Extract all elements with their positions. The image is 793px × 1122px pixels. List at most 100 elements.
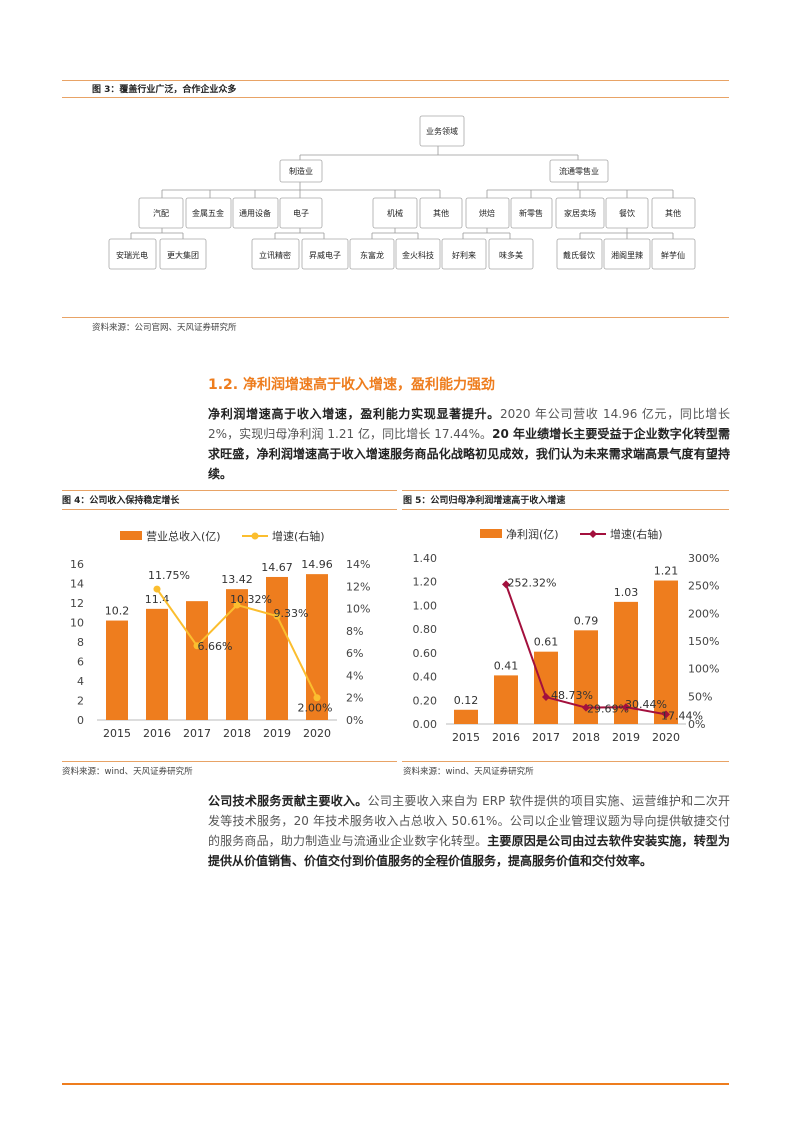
paragraph-services: 公司技术服务贡献主要收入。公司主要收入来自为 ERP 软件提供的项目实施、运营维… — [208, 791, 730, 871]
tree-connector — [161, 182, 441, 198]
growth-value-label: 11.75% — [148, 569, 190, 582]
node-industry: 金属五金 — [185, 197, 232, 229]
bar — [226, 589, 248, 720]
growth-value-label: 6.66% — [198, 640, 233, 653]
bar — [534, 651, 558, 724]
fig45-title-rule — [62, 509, 397, 510]
y-tick-label: 12 — [70, 597, 84, 610]
paragraph-emphasis: 主要原因是公司由过去软件安装实施，转型为提供从价值销售、价值交付到价值服务的全程… — [208, 834, 730, 868]
node-company: 立讯精密 — [251, 238, 300, 270]
bar-value-label: 0.41 — [494, 659, 519, 672]
growth-value-label: 30.44% — [625, 698, 667, 711]
x-tick-label: 2018 — [223, 727, 251, 740]
node-industry: 家居卖场 — [555, 197, 605, 229]
svg-text:好利来: 好利来 — [452, 250, 476, 260]
svg-text:电子: 电子 — [293, 208, 309, 218]
node-industry: 烘焙 — [465, 197, 510, 229]
y2-tick-label: 250% — [688, 580, 719, 593]
tree-connector — [462, 228, 511, 239]
paragraph-emphasis: 20 年业绩增长主要受益于企业数字化转型需求旺盛，净利润增速高于收入增速服务商品… — [208, 427, 730, 481]
node-company: 昇威电子 — [301, 238, 349, 270]
x-tick-label: 2020 — [652, 731, 680, 744]
y2-tick-label: 6% — [346, 647, 363, 660]
fig3-title-rule — [62, 97, 729, 98]
legend-line-marker — [589, 530, 597, 538]
fig3-bottom-rule — [62, 317, 729, 318]
growth-point — [233, 601, 241, 609]
svg-text:制造业: 制造业 — [289, 166, 313, 176]
node-company: 东富龙 — [349, 238, 395, 270]
svg-text:更大集团: 更大集团 — [167, 250, 199, 260]
svg-text:味多美: 味多美 — [499, 250, 523, 260]
node-industry: 通用设备 — [232, 197, 279, 229]
node-industry: 电子 — [279, 197, 323, 229]
fig4-source: 资料来源：wind、天风证券研究所 — [62, 767, 193, 777]
y2-tick-label: 0% — [688, 718, 705, 731]
y-tick-label: 1.00 — [413, 599, 438, 612]
bar — [494, 675, 518, 724]
y2-tick-label: 4% — [346, 669, 363, 682]
node-retail: 流通零售业 — [549, 159, 609, 183]
fig45-bottom-rule — [62, 761, 397, 762]
svg-text:家居卖场: 家居卖场 — [564, 208, 596, 218]
x-tick-label: 2016 — [143, 727, 171, 740]
footer-rule — [62, 1083, 729, 1085]
bar-value-label: 0.12 — [454, 694, 479, 707]
paragraph-profit: 净利润增速高于收入增速，盈利能力实现显著提升。2020 年公司营收 14.96 … — [208, 404, 730, 484]
node-company: 湘阁里辣 — [603, 238, 651, 270]
svg-text:昇威电子: 昇威电子 — [309, 250, 341, 260]
growth-value-label: 29.69% — [587, 703, 629, 716]
node-industry: 机械 — [372, 197, 418, 229]
fig45-top-rule — [62, 490, 397, 491]
bar — [266, 576, 288, 720]
svg-text:东富龙: 东富龙 — [360, 250, 384, 260]
bar-value-label: 0.61 — [534, 636, 559, 649]
growth-point — [153, 585, 161, 593]
growth-value-label: 48.73% — [551, 689, 593, 702]
y2-tick-label: 12% — [346, 580, 370, 593]
tree-connector — [130, 228, 184, 239]
paragraph-text: 2020 年公司营收 14.96 亿元，同比增长 2%，实现归母净利润 1.21… — [208, 407, 730, 441]
node-industry: 餐饮 — [605, 197, 649, 229]
paragraph-lead: 净利润增速高于收入增速，盈利能力实现显著提升。 — [208, 407, 500, 421]
node-industry: 其他 — [419, 197, 463, 229]
y-tick-label: 8 — [77, 636, 84, 649]
svg-text:业务领域: 业务领域 — [426, 126, 458, 136]
y-tick-label: 16 — [70, 558, 84, 571]
x-tick-label: 2017 — [183, 727, 211, 740]
y-tick-label: 0 — [77, 714, 84, 727]
growth-value-label: 17.44% — [661, 709, 703, 722]
svg-text:金火科技: 金火科技 — [402, 250, 434, 260]
x-tick-label: 2015 — [452, 731, 480, 744]
y2-tick-label: 150% — [688, 635, 719, 648]
node-company: 金火科技 — [395, 238, 441, 270]
svg-text:金属五金: 金属五金 — [192, 208, 224, 218]
svg-text:鲜芋仙: 鲜芋仙 — [661, 250, 685, 260]
fig3-top-rule — [62, 80, 729, 81]
y2-tick-label: 8% — [346, 625, 363, 638]
fig45-title-rule — [402, 509, 729, 510]
svg-text:立讯精密: 立讯精密 — [259, 250, 291, 260]
node-root: 业务领域 — [419, 115, 465, 147]
bar-value-label: 1.21 — [654, 565, 679, 578]
fig3-source: 资料来源：公司官网、天风证券研究所 — [92, 323, 237, 333]
tree-connector — [486, 182, 674, 198]
growth-value-label: 10.32% — [230, 593, 272, 606]
y2-tick-label: 100% — [688, 663, 719, 676]
paragraph-lead: 公司技术服务贡献主要收入。 — [208, 794, 368, 808]
x-tick-label: 2020 — [303, 727, 331, 740]
node-company: 鲜芋仙 — [651, 238, 696, 270]
y-tick-label: 2 — [77, 695, 84, 708]
y2-tick-label: 50% — [688, 690, 712, 703]
x-tick-label: 2015 — [103, 727, 131, 740]
tree-connector — [371, 228, 419, 239]
bar-value-label: 11.4 — [145, 593, 170, 606]
growth-point — [622, 703, 630, 712]
y-tick-label: 0.60 — [413, 647, 438, 660]
node-company: 味多美 — [488, 238, 534, 270]
growth-point — [193, 642, 201, 650]
bar — [654, 580, 678, 724]
svg-text:湘阁里辣: 湘阁里辣 — [611, 250, 643, 260]
legend-label: 增速(右轴) — [610, 527, 663, 541]
fig5-title: 图 5：公司归母净利润增速高于收入增速 — [403, 496, 566, 506]
